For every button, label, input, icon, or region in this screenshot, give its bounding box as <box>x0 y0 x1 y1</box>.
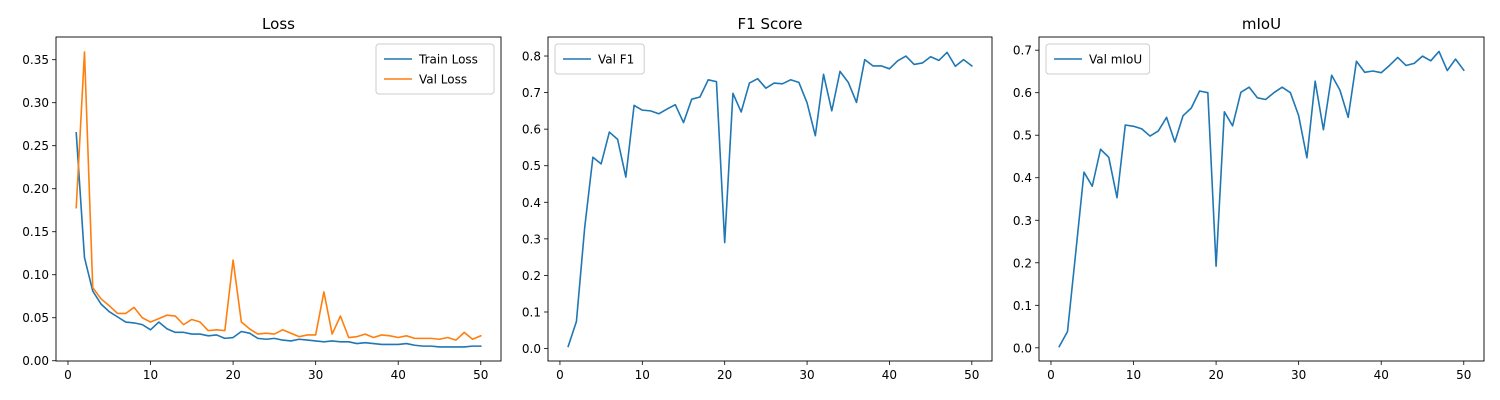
y-tick-label: 0.4 <box>1013 171 1032 185</box>
legend: Train Loss Val Loss <box>375 43 495 95</box>
plot-frame <box>547 36 993 362</box>
x-tick-label: 10 <box>635 368 650 382</box>
x-tick-label: 50 <box>473 368 488 382</box>
legend: Val mIoU <box>1045 43 1151 75</box>
x-tick-label: 30 <box>308 368 323 382</box>
series-line-val-miou <box>1058 50 1465 348</box>
y-tick-label: 0.00 <box>22 354 49 368</box>
y-tick-label: 0.3 <box>1013 214 1032 228</box>
x-tick-label: 20 <box>1208 368 1223 382</box>
y-tick-label: 0.0 <box>1013 341 1032 355</box>
chart-panel-1: Loss 0 10 20 30 40 50 0.00 0.05 0.10 0.15 0.20 0.25 0… <box>22 15 502 382</box>
y-tick-label: 0.10 <box>22 268 49 282</box>
plot-frame <box>55 36 502 362</box>
chart-title: F1 Score <box>738 15 803 33</box>
y-tick-label: 0.1 <box>522 305 541 319</box>
y-tick-label: 0.0 <box>522 342 541 356</box>
x-tick-label: 0 <box>64 368 72 382</box>
y-tick-label: 0.1 <box>1013 299 1032 313</box>
y-tick-label: 0.30 <box>22 96 49 110</box>
y-tick-label: 0.6 <box>522 123 541 137</box>
y-tick-label: 0.3 <box>522 232 541 246</box>
legend-box <box>554 43 645 75</box>
chart-panel-2: F1 Score 0 10 20 30 40 50 0.0 0.1 0.2 0.3 0.4 0.5 0.6… <box>522 15 993 382</box>
y-tick-label: 0.2 <box>1013 256 1032 270</box>
y-tick-label: 0.2 <box>522 269 541 283</box>
y-tick-label: 0.20 <box>22 182 49 196</box>
series-line-val-f1 <box>567 51 973 348</box>
x-tick-label: 20 <box>717 368 732 382</box>
legend-box <box>375 43 495 95</box>
series-line-train-loss <box>75 131 482 348</box>
x-tick-label: 50 <box>964 368 979 382</box>
x-tick-label: 30 <box>799 368 814 382</box>
y-tick-label: 0.4 <box>522 196 541 210</box>
series-line-val-loss <box>75 51 482 341</box>
y-tick-label: 0.35 <box>22 53 49 67</box>
chart-title: mIoU <box>1242 15 1281 33</box>
legend-label: Train Loss <box>418 53 478 67</box>
x-tick-label: 30 <box>1291 368 1306 382</box>
y-tick-label: 0.25 <box>22 139 49 153</box>
legend-label: Val mIoU <box>1089 53 1142 67</box>
legend-label: Val Loss <box>419 73 467 87</box>
chart-title: Loss <box>262 15 295 33</box>
legend-box <box>1045 43 1151 75</box>
x-tick-label: 40 <box>1374 368 1389 382</box>
y-tick-label: 0.5 <box>1013 129 1032 143</box>
x-tick-label: 40 <box>882 368 897 382</box>
y-tick-label: 0.5 <box>522 159 541 173</box>
x-tick-label: 0 <box>1047 368 1055 382</box>
y-tick-label: 0.6 <box>1013 86 1032 100</box>
y-tick-label: 0.7 <box>522 86 541 100</box>
x-tick-label: 0 <box>556 368 564 382</box>
legend-label: Val F1 <box>598 53 634 67</box>
x-tick-label: 40 <box>391 368 406 382</box>
chart-panel-3: mIoU 0 10 20 30 40 50 0.0 0.1 0.2 0.3 0.4 0.5 0.6 0.7 V… <box>1013 15 1485 382</box>
x-tick-label: 10 <box>143 368 158 382</box>
y-tick-label: 0.05 <box>22 311 49 325</box>
x-tick-label: 10 <box>1126 368 1141 382</box>
legend: Val F1 <box>554 43 645 75</box>
plot-frame <box>1038 36 1485 362</box>
x-tick-label: 20 <box>225 368 240 382</box>
y-tick-label: 0.15 <box>22 225 49 239</box>
y-tick-label: 0.8 <box>522 50 541 64</box>
y-tick-label: 0.7 <box>1013 44 1032 58</box>
x-tick-label: 50 <box>1456 368 1471 382</box>
